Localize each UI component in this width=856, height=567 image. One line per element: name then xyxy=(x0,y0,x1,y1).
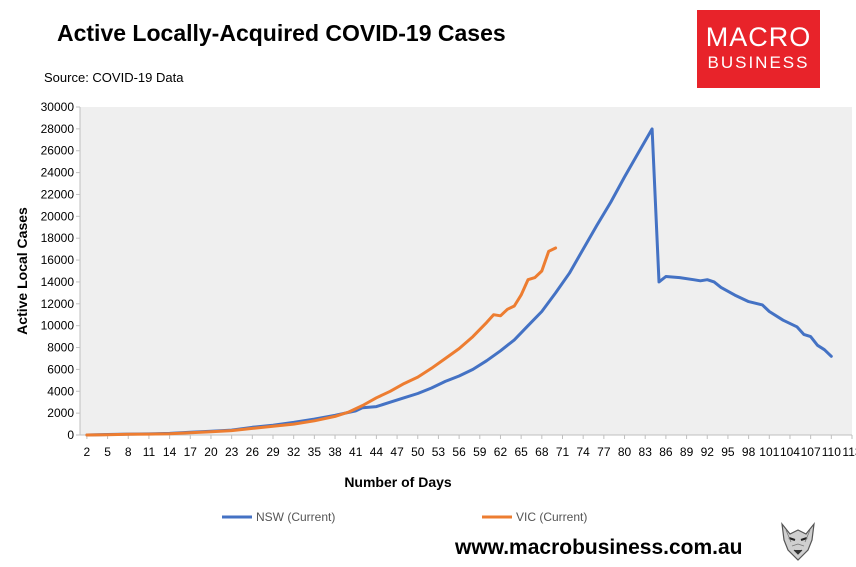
x-tick-label: 65 xyxy=(514,445,528,459)
x-tick-label: 8 xyxy=(125,445,132,459)
y-axis: 0 2000 4000 6000 8000 10000 12000 14000 16000 180… xyxy=(41,100,81,442)
x-tick-label: 95 xyxy=(721,445,735,459)
y-tick-label: 28000 xyxy=(41,122,75,136)
x-tick-label: 104 xyxy=(780,445,800,459)
y-tick-label: 20000 xyxy=(41,209,75,223)
series-layer xyxy=(85,127,833,437)
x-tick-label: 110 xyxy=(822,445,841,459)
y-tick-label: 12000 xyxy=(41,297,75,311)
x-tick-label: 26 xyxy=(246,445,260,459)
x-tick-label: 47 xyxy=(390,445,404,459)
y-tick-label: 10000 xyxy=(41,319,75,333)
x-tick-label: 86 xyxy=(659,445,673,459)
x-tick-label: 11 xyxy=(143,445,156,459)
y-tick-label: 0 xyxy=(67,428,74,442)
x-tick-label: 113 xyxy=(842,445,856,459)
x-tick-label: 98 xyxy=(742,445,756,459)
legend-label-nsw: NSW (Current) xyxy=(256,510,335,524)
footer-url: www.macrobusiness.com.au xyxy=(455,536,743,559)
x-tick-label: 5 xyxy=(104,445,111,459)
x-axis-label: Number of Days xyxy=(344,474,452,490)
logo-line-2: BUSINESS xyxy=(707,53,810,72)
x-tick-label: 101 xyxy=(759,445,779,459)
x-tick-label: 23 xyxy=(225,445,239,459)
y-tick-label: 30000 xyxy=(41,100,75,114)
x-tick-label: 74 xyxy=(576,445,590,459)
x-tick-label: 14 xyxy=(163,445,177,459)
y-tick-label: 24000 xyxy=(41,166,75,180)
x-tick-label: 32 xyxy=(287,445,301,459)
y-tick-label: 2000 xyxy=(47,406,74,420)
x-tick-label: 35 xyxy=(308,445,322,459)
x-tick-label: 77 xyxy=(597,445,611,459)
x-tick-label: 50 xyxy=(411,445,425,459)
x-tick-label: 83 xyxy=(639,445,653,459)
x-tick-label: 107 xyxy=(801,445,821,459)
x-tick-label: 2 xyxy=(84,445,91,459)
chart-source: Source: COVID-19 Data xyxy=(44,70,184,85)
x-tick-label: 41 xyxy=(349,445,363,459)
y-tick-label: 18000 xyxy=(41,231,75,245)
macrobusiness-logo: MACRO BUSINESS xyxy=(697,10,820,88)
y-axis-label: Active Local Cases xyxy=(14,207,30,335)
y-tick-label: 8000 xyxy=(47,341,74,355)
wolf-head-icon xyxy=(776,520,820,562)
x-tick-label: 20 xyxy=(204,445,218,459)
x-tick-label: 92 xyxy=(701,445,715,459)
y-tick-label: 16000 xyxy=(41,253,75,267)
legend: NSW (Current) VIC (Current) xyxy=(222,510,587,524)
x-tick-label: 29 xyxy=(266,445,280,459)
legend-label-vic: VIC (Current) xyxy=(516,510,587,524)
x-tick-label: 68 xyxy=(535,445,549,459)
x-tick-label: 53 xyxy=(432,445,446,459)
y-tick-label: 6000 xyxy=(47,362,74,376)
logo-line-1: MACRO xyxy=(705,22,812,52)
y-tick-label: 14000 xyxy=(41,275,75,289)
y-tick-label: 4000 xyxy=(47,384,74,398)
x-tick-label: 59 xyxy=(473,445,487,459)
x-tick-label: 80 xyxy=(618,445,632,459)
plot-area xyxy=(80,107,852,435)
y-tick-label: 22000 xyxy=(41,187,75,201)
chart-title: Active Locally-Acquired COVID-19 Cases xyxy=(57,20,506,46)
series-line-vic xyxy=(85,246,558,437)
y-tick-label: 26000 xyxy=(41,144,75,158)
x-tick-label: 62 xyxy=(494,445,508,459)
x-tick-label: 56 xyxy=(452,445,466,459)
x-tick-label: 89 xyxy=(680,445,694,459)
x-tick-label: 71 xyxy=(556,445,570,459)
x-axis: 2 5 8 11 14 17 20 23 26 29 32 35 38 41 44 47 50 53 56 59 62 6… xyxy=(80,434,856,459)
x-tick-label: 44 xyxy=(370,445,384,459)
x-tick-label: 38 xyxy=(328,445,342,459)
x-tick-label: 17 xyxy=(184,445,198,459)
